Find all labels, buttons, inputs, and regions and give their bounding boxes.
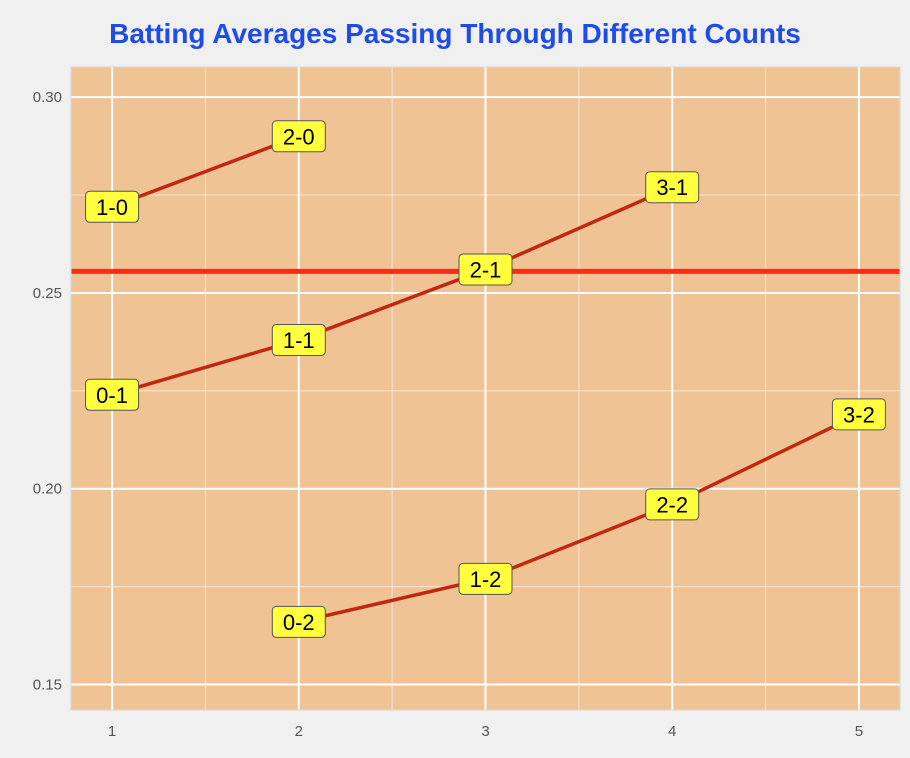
point-label-text: 1-1 (283, 328, 315, 353)
series-line (111, 134, 300, 209)
y-tick-label: 0.25 (33, 285, 62, 302)
point-label: 0-1 (85, 378, 140, 411)
point-label-box (85, 378, 140, 411)
x-tick-label: 5 (855, 723, 863, 740)
point-label-box (85, 190, 140, 223)
chart-title: Batting Averages Passing Through Differe… (109, 18, 801, 49)
point-label-box (645, 488, 700, 521)
point-label: 3-2 (831, 398, 886, 431)
point-label: 1-2 (458, 562, 513, 595)
point-label-text: 1-2 (470, 567, 502, 592)
point-label-box (831, 398, 886, 431)
y-tick-label: 0.30 (33, 89, 62, 106)
point-label-text: 0-2 (283, 610, 315, 635)
point-label: 1-0 (85, 190, 140, 223)
point-label-text: 2-0 (283, 124, 315, 149)
point-label-text: 3-2 (843, 402, 875, 427)
point-label: 3-1 (645, 171, 700, 204)
point-label-text: 1-0 (96, 195, 128, 220)
point-label: 2-2 (645, 488, 700, 521)
point-label-text: 3-1 (656, 175, 688, 200)
point-label: 2-0 (271, 120, 326, 153)
point-label-box (458, 562, 513, 595)
y-tick-label: 0.15 (33, 677, 62, 694)
x-tick-label: 2 (295, 723, 303, 740)
x-tick-label: 1 (108, 723, 116, 740)
point-label: 1-1 (271, 323, 326, 356)
plot-border (70, 66, 901, 711)
x-tick-label: 4 (668, 723, 676, 740)
point-label-box (271, 605, 326, 638)
point-label-box (271, 323, 326, 356)
series-line (111, 185, 673, 397)
point-label-text: 2-1 (470, 257, 502, 282)
point-label-box (645, 171, 700, 204)
point-label-text: 0-1 (96, 383, 128, 408)
point-label-box (271, 120, 326, 153)
point-label-text: 2-2 (656, 492, 688, 517)
point-label-box (458, 253, 513, 286)
point-label: 0-2 (271, 605, 326, 638)
series-line (298, 412, 860, 624)
x-tick-label: 3 (481, 723, 489, 740)
y-tick-label: 0.20 (33, 481, 62, 498)
point-label: 2-1 (458, 253, 513, 286)
